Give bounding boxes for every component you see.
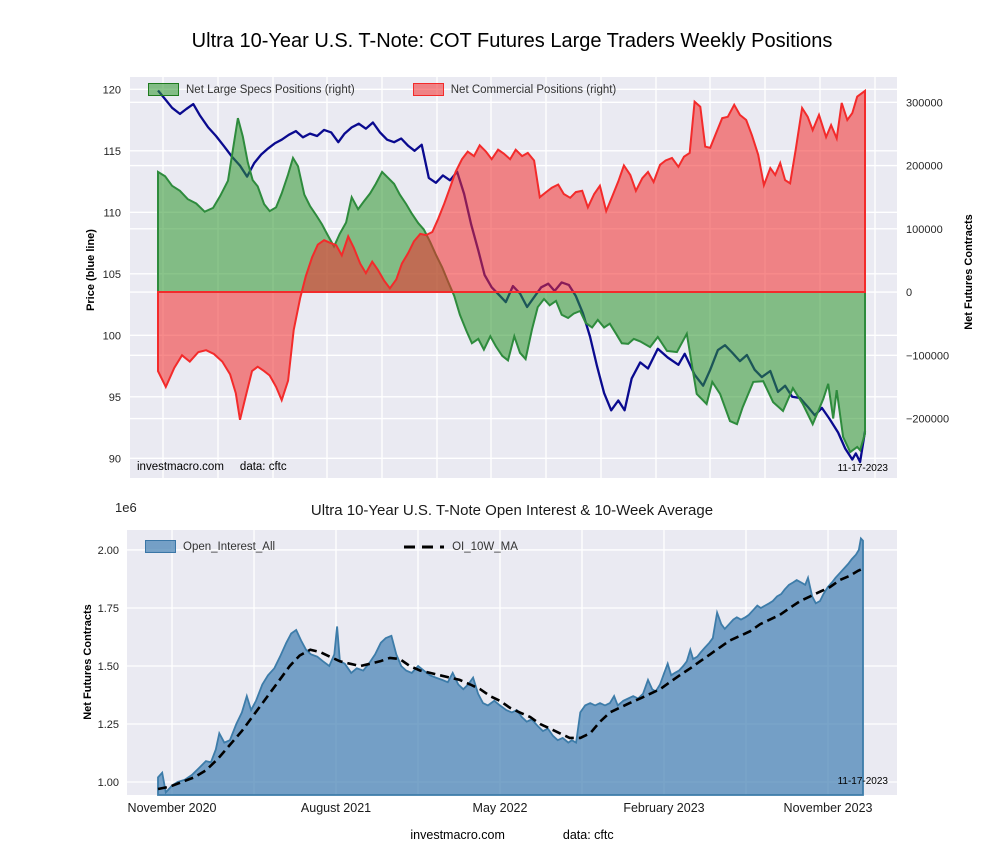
top-right-axis-label: Net Futures Contracts [963,214,975,330]
svg-text:110: 110 [103,207,121,219]
top-chart-date-annotation: 11-17-2023 [837,463,888,474]
svg-text:1.50: 1.50 [98,661,119,673]
svg-text:2.00: 2.00 [98,545,119,557]
svg-text:90: 90 [109,453,121,465]
bottom-chart-legend: Open_Interest_All OI_10W_MA [145,540,518,553]
svg-text:200000: 200000 [906,161,943,173]
svg-text:95: 95 [109,392,121,404]
svg-text:300000: 300000 [906,97,943,109]
bottom-chart-date-annotation: 11-17-2023 [837,776,888,787]
svg-text:−200000: −200000 [906,414,949,426]
legend-label: Net Commercial Positions (right) [450,83,617,96]
legend-label: Open_Interest_All [183,540,276,553]
net-commercial-area [157,88,866,421]
svg-text:1.25: 1.25 [98,719,119,731]
top-left-tick-labels: 120 115 110 105 100 95 90 [103,84,121,465]
svg-text:February 2023: February 2023 [623,801,704,815]
top-chart: 120 115 110 105 100 95 90 300000 200000 100000 0 −1… [103,77,949,478]
y-axis-offset-label: 1e6 [115,500,137,515]
top-right-tick-labels: 300000 200000 100000 0 −100000 −200000 [906,97,949,425]
top-left-axis-label: Price (blue line) [85,229,97,311]
svg-text:100: 100 [103,330,121,342]
svg-text:November 2020: November 2020 [128,801,217,815]
svg-text:1.75: 1.75 [98,603,119,615]
top-chart-legend: Net Large Specs Positions (right) Net Co… [148,83,616,96]
green-area-swatch-icon [148,83,179,96]
svg-text:105: 105 [103,269,121,281]
data-source-text: data: cftc [562,828,614,842]
bottom-left-axis-label: Net Futures Contracts [82,604,94,720]
top-chart-source-annotation: investmacro.com data: cftc [137,461,287,473]
legend-item-net-commercial: Net Commercial Positions (right) [412,83,617,96]
legend-label: OI_10W_MA [452,540,518,553]
svg-text:0: 0 [906,287,912,299]
legend-item-oi-ma: OI_10W_MA [403,541,518,553]
svg-text:May 2022: May 2022 [473,801,528,815]
legend-item-open-interest: Open_Interest_All [145,540,275,553]
net-specs-area [157,117,866,454]
bottom-chart-title: Ultra 10-Year U.S. T-Note Open Interest … [310,502,714,519]
legend-label: Net Large Specs Positions (right) [186,83,355,96]
open-interest-area [157,536,864,796]
blue-area-swatch-icon [145,540,176,553]
dashed-line-swatch-icon [404,545,445,548]
bottom-y-tick-labels: 2.00 1.75 1.50 1.25 1.00 [98,545,119,789]
bottom-xlabel: investmacro.com data: cftc [410,828,613,842]
svg-text:1.00: 1.00 [98,777,119,789]
source-text: investmacro.com [137,461,224,473]
bottom-x-tick-labels: November 2020 August 2021 May 2022 February… [128,801,873,815]
svg-text:August 2021: August 2021 [301,801,371,815]
bottom-chart: 2.00 1.75 1.50 1.25 1.00 November 2020 August … [98,530,897,815]
svg-text:120: 120 [103,84,121,96]
data-source-text: data: cftc [239,461,287,473]
legend-item-net-large-specs: Net Large Specs Positions (right) [148,83,355,96]
svg-text:November 2023: November 2023 [784,801,873,815]
top-chart-title: Ultra 10-Year U.S. T-Note: COT Futures L… [191,30,833,52]
svg-text:100000: 100000 [906,224,943,236]
svg-text:115: 115 [103,146,121,158]
svg-text:−100000: −100000 [906,350,949,362]
red-area-swatch-icon [412,83,444,96]
source-text: investmacro.com [410,828,505,842]
